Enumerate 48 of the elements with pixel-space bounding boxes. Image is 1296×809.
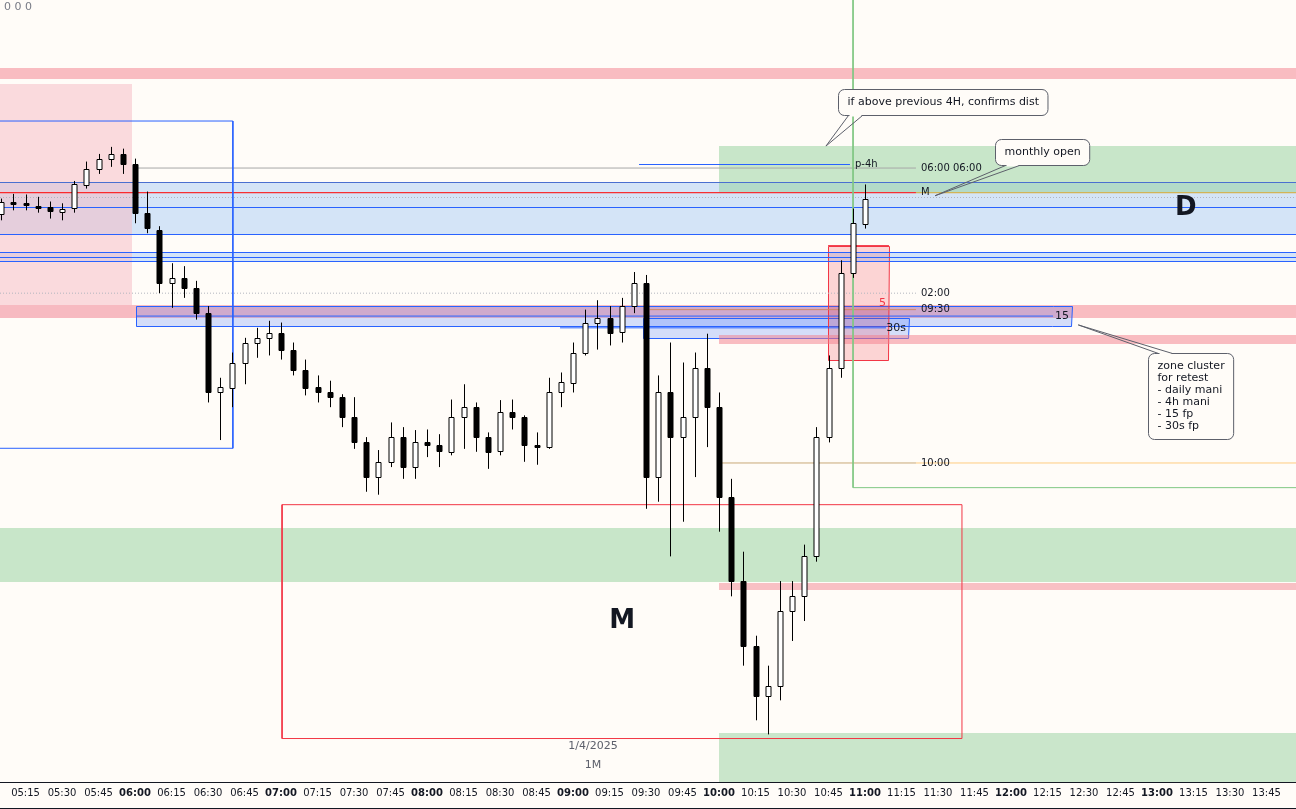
x-tick-label: 06:45 [230,786,259,798]
x-tick-label: 12:30 [1069,786,1099,798]
x-tick-label: 13:15 [1179,786,1208,798]
text: 0 0 0 [4,0,32,13]
x-tick-label: 13:45 [1252,786,1281,798]
series-label: 06:00 06:00 [920,161,982,173]
x-tick-label: 06:30 [193,786,223,798]
x-tick-label: 05:45 [84,786,113,798]
x-tick-label: 11:45 [960,786,989,798]
x-tick-label: 09:30 [631,786,661,798]
x-tick-label: 13:30 [1215,786,1245,798]
x-tick-label: 07:30 [339,786,369,798]
x-tick-label: 10:00 [703,786,735,798]
x-tick-label: 11:15 [887,786,916,798]
x-tick-label: 13:00 [1141,786,1173,798]
x-tick-label: 05:15 [11,786,40,798]
annotation: M [609,603,636,634]
x-tick-label: 08:30 [485,786,515,798]
x-tick-label: 07:45 [376,786,405,798]
series-label: p-4h [854,158,878,170]
x-tick-label: 07:15 [303,786,332,798]
annotation: zone cluster for retest - daily mani - 4h mani - 15 fp - 30s fp [1157,359,1226,433]
x-tick-label: 08:00 [411,786,443,798]
series-label: 02:00 [920,286,950,298]
x-tick-label: 10:15 [741,786,770,798]
x-tick-label: 11:00 [849,786,881,798]
x-tick-label: 12:15 [1033,786,1062,798]
x-tick-label: 06:00 [119,786,151,798]
text: 1/4/2025 [568,738,618,752]
x-tick-label: 10:45 [814,786,843,798]
x-tick-label: 10:30 [777,786,807,798]
x-tick-label: 12:00 [995,786,1027,798]
x-tick-label: 05:30 [47,786,77,798]
series-label: 15 [1055,309,1069,323]
series-label: 10:00 [920,456,950,468]
text: if above previous 4H, confirms dist [847,95,1040,109]
text: 1M [584,757,602,771]
x-tick-label: 09:15 [595,786,624,798]
x-tick-label: 08:15 [449,786,478,798]
x-tick-label: 06:15 [157,786,186,798]
x-tick-label: 12:45 [1106,786,1135,798]
x-tick-label: 08:45 [522,786,551,798]
x-tick-label: 09:45 [668,786,697,798]
x-tick-label: 11:30 [923,786,953,798]
text: 5 [879,296,886,310]
x-tick-label: 07:00 [265,786,297,798]
x-tick-label: 09:00 [557,786,589,798]
annotation: monthly open [1004,145,1081,159]
